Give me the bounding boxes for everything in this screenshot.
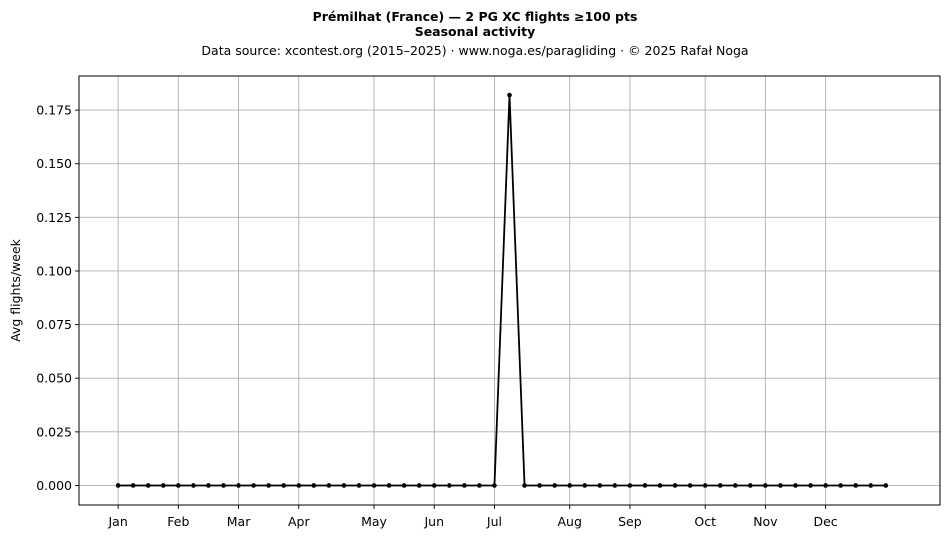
x-tick-label: Feb [167,514,189,529]
data-point [522,483,527,488]
data-point [853,483,859,488]
y-tick-label: 0.175 [36,103,72,118]
data-point [748,483,753,488]
data-point [281,483,287,488]
data-point [732,483,738,488]
y-tick-label: 0.050 [36,371,72,386]
series-path [118,94,886,487]
data-point [145,483,151,488]
data-point [838,483,843,488]
data-point [341,483,347,488]
data-point [191,483,196,488]
data-point [446,483,452,488]
data-point [763,483,768,488]
plot-frame [78,75,941,506]
data-point [221,483,226,488]
data-point [627,483,633,488]
data-point [717,483,723,488]
chart-title: Prémilhat (France) — 2 PG XC flights ≥10… [312,9,638,24]
data-source-line: Data source: xcontest.org (2015–2025) · … [201,43,749,58]
data-point [266,483,271,488]
y-tick-label: 0.075 [36,317,72,332]
data-point [326,483,332,488]
grid-lines [79,76,940,505]
data-point [236,483,241,488]
x-tick-label: Sep [618,514,642,529]
x-tick-label: Aug [557,514,581,529]
data-point [115,483,121,488]
data-point [778,483,783,488]
data-point [567,483,573,488]
data-point [868,483,874,488]
y-tick-label: 0.100 [36,263,72,278]
data-point [401,483,407,488]
data-point [823,483,828,488]
y-tick-label: 0.025 [36,424,72,439]
data-point [130,483,136,488]
data-point [311,483,317,488]
x-tick-label: Apr [288,514,310,529]
data-point [702,483,708,488]
chart-subtitle: Seasonal activity [414,24,536,39]
x-tick-label: Jan [107,514,127,529]
x-tick-label: May [361,514,387,529]
series-line [115,92,889,488]
data-point [657,483,663,488]
data-point [371,483,377,488]
y-axis: 0.000 0.025 0.050 0.075 0.100 0.125 0.150 0.175 [36,103,79,493]
y-tick-label: 0.150 [36,156,72,171]
data-point [612,483,618,488]
data-point [537,483,542,488]
data-point [296,483,302,488]
y-tick-label: 0.125 [36,210,72,225]
x-tick-label: Dec [813,514,837,529]
data-point [597,483,603,488]
data-point [808,483,813,488]
y-axis-label: Avg flights/week [8,238,23,342]
data-point [160,483,166,488]
x-tick-label: Mar [227,514,251,529]
data-point [492,483,497,488]
data-point [507,92,512,98]
x-tick-label: Nov [753,514,778,529]
data-point [431,483,437,488]
data-point [582,483,588,488]
x-tick-label: Jun [423,514,444,529]
data-point [642,483,648,488]
data-point [386,483,392,488]
data-point [462,483,467,488]
data-point [176,483,181,488]
x-tick-label: Oct [694,514,716,529]
data-point [883,483,889,488]
data-point [356,483,362,488]
data-point [477,483,482,488]
data-point [251,483,256,488]
data-point [793,483,798,488]
x-axis: Jan Feb Mar Apr May Jun Jul Aug Sep Oct Nov Dec [107,505,838,529]
data-point [552,483,557,488]
x-tick-label: Jul [486,514,502,529]
y-tick-label: 0.000 [36,478,72,493]
data-point [672,483,678,488]
data-point [206,483,211,488]
data-point [416,483,422,488]
data-point [687,483,693,488]
